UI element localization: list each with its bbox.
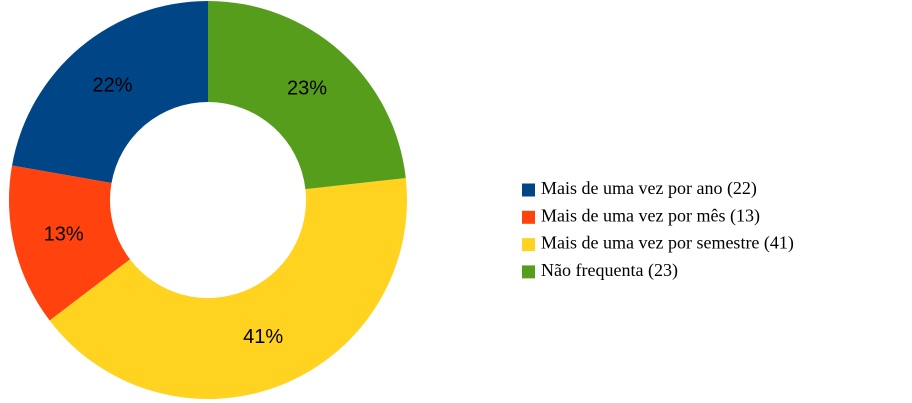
legend-label: Mais de uma vez por ano (22) — [541, 178, 757, 199]
data-label: 22% — [93, 75, 133, 97]
legend-swatch — [522, 210, 535, 224]
legend-label: Mais de uma vez por semestre (41) — [541, 233, 794, 254]
legend-swatch — [522, 265, 535, 279]
slice — [9, 165, 131, 321]
legend-swatch — [522, 183, 535, 197]
data-label: 13% — [44, 223, 84, 245]
legend-swatch — [522, 238, 535, 252]
slice — [12, 1, 209, 183]
slice — [208, 1, 406, 190]
data-label: 23% — [287, 78, 327, 100]
legend-label: Mais de uma vez por mês (13) — [541, 205, 760, 226]
data-label: 41% — [243, 326, 283, 348]
slice — [49, 177, 408, 400]
legend-label: Não frequenta (23) — [541, 260, 678, 281]
